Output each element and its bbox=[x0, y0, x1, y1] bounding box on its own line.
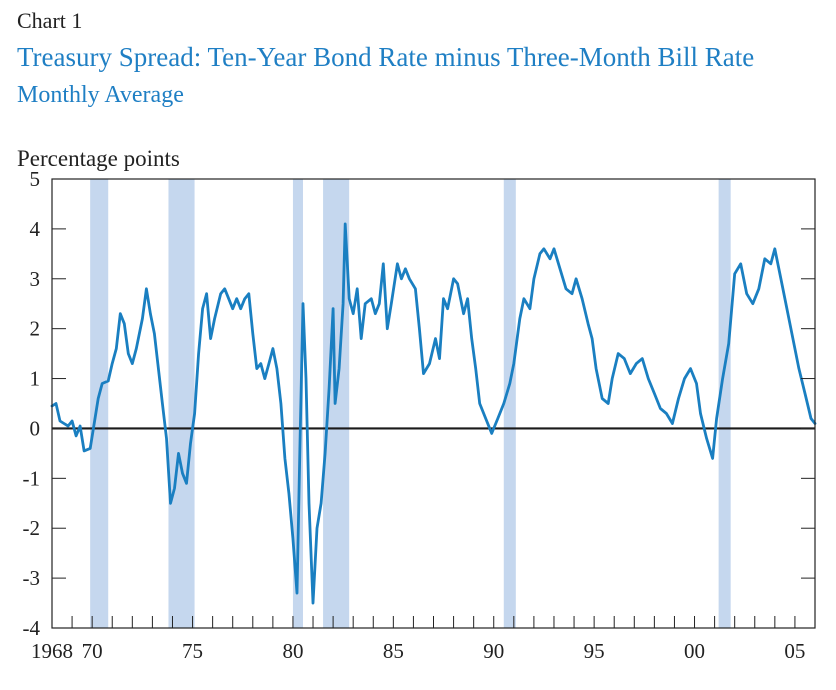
x-axis-ticks: 1968 70 75 80 85 90 95 00 05 bbox=[31, 616, 805, 663]
x-tick-label: 00 bbox=[684, 639, 705, 663]
chart-title: Treasury Spread: Ten-Year Bond Rate minu… bbox=[17, 42, 755, 72]
y-tick-label: 1 bbox=[30, 367, 41, 391]
recession-band-2 bbox=[292, 179, 303, 628]
x-tick-label: 70 bbox=[82, 639, 103, 663]
y-axis-label: Percentage points bbox=[17, 146, 180, 171]
series-layer bbox=[50, 222, 817, 605]
recession-band-4 bbox=[503, 179, 516, 628]
y-tick-label: -2 bbox=[23, 516, 41, 540]
x-tick-label: 85 bbox=[383, 639, 404, 663]
y-tick-label: -1 bbox=[23, 466, 41, 490]
recession-band-1 bbox=[168, 179, 195, 628]
x-tick-label: 95 bbox=[584, 639, 605, 663]
y-tick-label: -4 bbox=[23, 616, 41, 640]
y-axis-ticks: 5 4 3 2 1 0 -1 -2 -3 -4 bbox=[23, 167, 815, 640]
recession-bands bbox=[90, 179, 731, 628]
recession-band-0 bbox=[90, 179, 109, 628]
series-line-0 bbox=[50, 222, 817, 605]
x-tick-label: 90 bbox=[483, 639, 504, 663]
y-tick-label: 5 bbox=[30, 167, 41, 191]
y-tick-label: -3 bbox=[23, 566, 41, 590]
x-tick-label: 1968 bbox=[31, 639, 73, 663]
y-tick-label: 3 bbox=[30, 267, 41, 291]
x-tick-label: 80 bbox=[282, 639, 303, 663]
y-tick-label: 2 bbox=[30, 317, 41, 341]
x-tick-label: 05 bbox=[784, 639, 805, 663]
chart-subtitle: Monthly Average bbox=[17, 82, 184, 108]
y-tick-label: 0 bbox=[30, 416, 41, 440]
x-tick-label: 75 bbox=[182, 639, 203, 663]
recession-band-5 bbox=[718, 179, 731, 628]
chart-number-label: Chart 1 bbox=[17, 8, 83, 33]
y-tick-label: 4 bbox=[30, 217, 41, 241]
